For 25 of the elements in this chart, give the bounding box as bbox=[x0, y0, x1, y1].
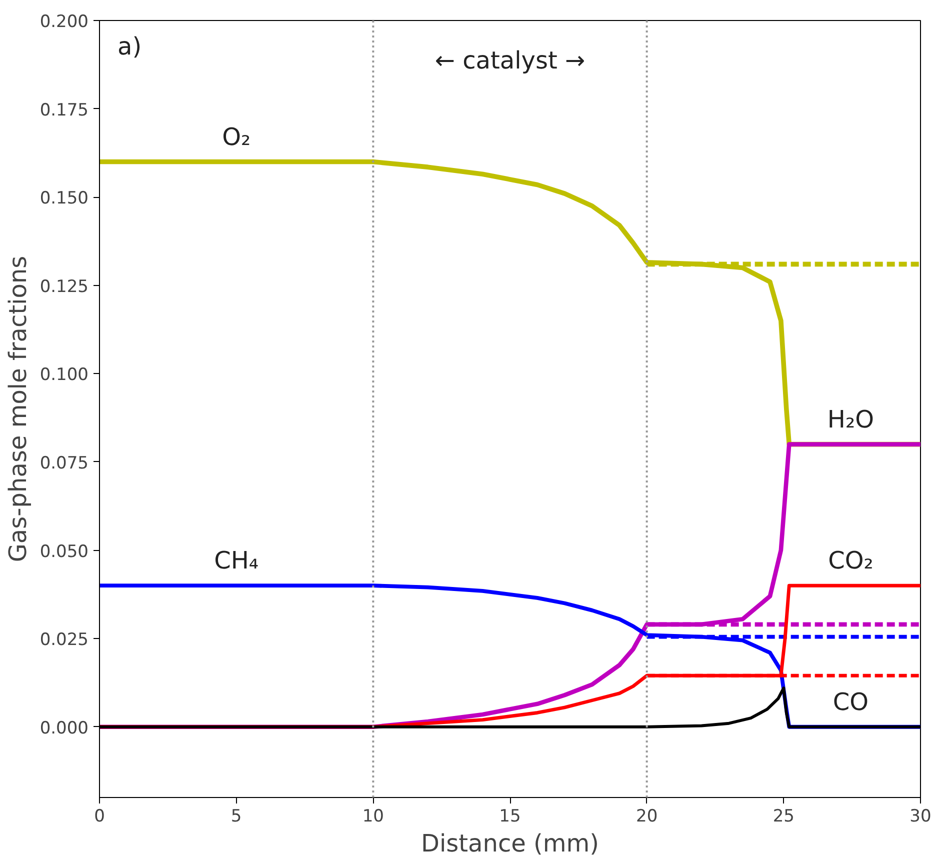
series-label: H₂O bbox=[827, 405, 874, 434]
y-tick-label: 0.025 bbox=[40, 630, 89, 650]
y-tick-label: 0.075 bbox=[40, 453, 89, 474]
x-axis-title: Distance (mm) bbox=[420, 830, 600, 858]
y-tick-label: 0.050 bbox=[40, 542, 89, 562]
annotation: ← catalyst → bbox=[434, 46, 586, 74]
series-label: CO₂ bbox=[828, 546, 874, 575]
y-tick-label: 0.100 bbox=[40, 365, 89, 386]
series-label: CO bbox=[832, 688, 869, 716]
series-label: O₂ bbox=[222, 122, 251, 151]
y-axis-title: Gas-phase mole fractions bbox=[4, 256, 32, 562]
y-tick-label: 0.125 bbox=[40, 276, 89, 297]
y-tick-label: 0.175 bbox=[40, 100, 89, 120]
x-tick-label: 5 bbox=[230, 806, 242, 826]
x-tick-label: 10 bbox=[362, 806, 384, 826]
x-tick-label: 15 bbox=[499, 806, 521, 826]
y-tick-label: 0.000 bbox=[40, 718, 89, 738]
y-tick-label: 0.200 bbox=[40, 12, 89, 32]
x-tick-label: 30 bbox=[910, 806, 932, 826]
annotation: a) bbox=[118, 32, 142, 60]
x-tick-label: 25 bbox=[772, 806, 794, 826]
y-tick-label: 0.150 bbox=[40, 188, 89, 209]
series-label: CH₄ bbox=[214, 546, 259, 575]
x-tick-label: 0 bbox=[94, 806, 105, 826]
x-tick-label: 20 bbox=[636, 806, 658, 826]
